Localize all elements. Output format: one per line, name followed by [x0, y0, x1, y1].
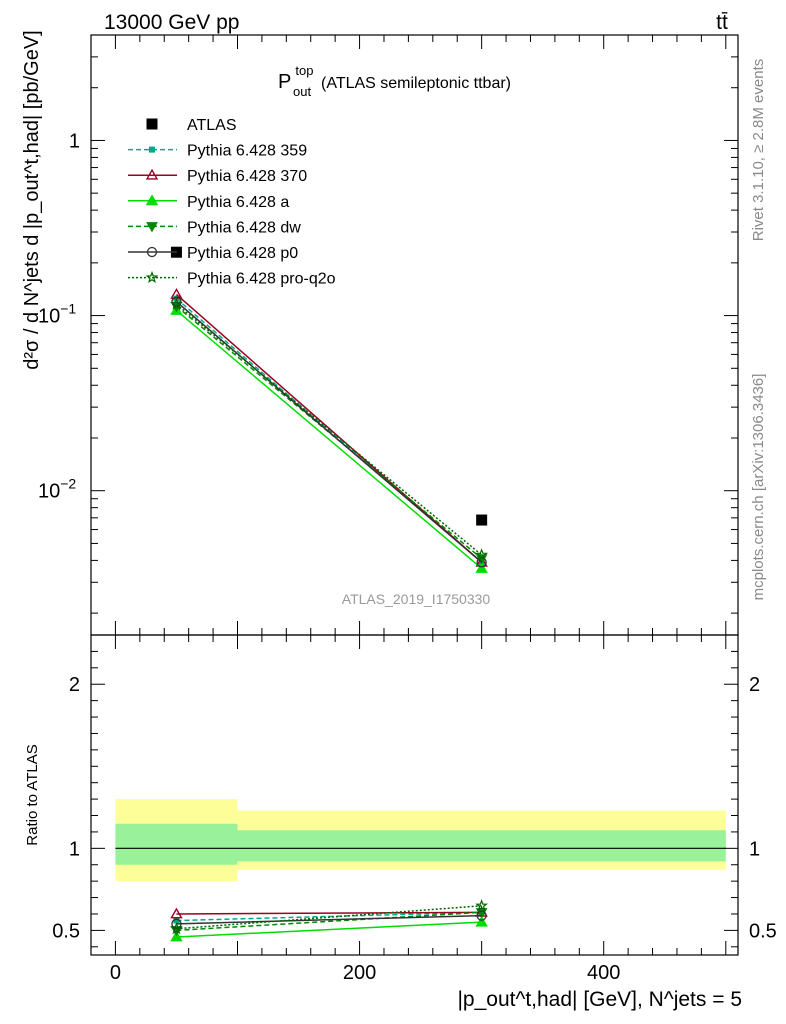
data-point-triangle	[170, 907, 183, 919]
series-atlas	[170, 246, 488, 526]
legend-label: Pythia 6.428 370	[187, 168, 307, 185]
data-point-triangle	[475, 915, 488, 927]
x-tick-label: 200	[343, 962, 376, 984]
data-point-small-square	[149, 146, 155, 153]
ratio-series-line	[176, 905, 482, 930]
legend-label: Pythia 6.428 359	[187, 143, 307, 160]
ratio-y-tick-label-right: 1	[749, 838, 760, 860]
plot-title-rest: (ATLAS semileptonic ttbar)	[321, 75, 511, 92]
data-point-triangle	[475, 562, 488, 573]
series-line	[175, 293, 483, 563]
uncertainty-band-inner	[115, 823, 238, 865]
ratio-y-tick-label-right: 2	[749, 674, 760, 696]
ratio-series-pythia-6-428-pro-q2o	[170, 899, 489, 935]
data-point-square	[146, 118, 158, 130]
data-point-small-square	[173, 917, 180, 924]
y-tick-label-base: 1	[69, 130, 80, 152]
legend-label: ATLAS	[187, 117, 237, 134]
series-line	[175, 301, 483, 563]
ratio-y-axis-label: Ratio to ATLAS	[24, 744, 41, 845]
data-point-circle	[476, 910, 487, 921]
data-point-triangle	[145, 194, 159, 206]
data-point-star	[170, 922, 183, 935]
legend: ATLAS Pythia 6.428 359 Pythia 6.428 370 Pyt…	[128, 117, 336, 288]
legend-label: Pythia 6.428 p0	[187, 245, 298, 262]
ratio-series-line	[176, 921, 482, 938]
ratio-series-line	[176, 914, 482, 925]
process-label: tt̄	[716, 11, 728, 34]
legend-item: ATLAS	[146, 117, 237, 134]
rivet-label: Rivet 3.1.10, ≥ 2.8M events	[750, 59, 767, 242]
y-tick-label-exponent: −1	[60, 301, 76, 317]
main-panel: 110−110−2	[38, 34, 739, 636]
series-line	[175, 305, 483, 560]
x-tick-label: 0	[110, 962, 121, 984]
series-pythia-6-428-370	[170, 288, 488, 567]
y-tick-label: 10−2	[38, 476, 76, 503]
data-point-star	[170, 297, 183, 310]
legend-item: Pythia 6.428 dw	[128, 219, 301, 236]
series-line	[175, 303, 483, 556]
legend-item: Pythia 6.428 pro-q2o	[128, 271, 336, 288]
legend-item: Pythia 6.428 p0	[128, 245, 298, 262]
ratio-y-tick-label-left: 1	[69, 838, 80, 860]
source-label: mcplots.cern.ch [arXiv:1306.3436]	[750, 374, 767, 601]
ratio-panel: 0.5 0.5 1 1 2 2 0 200 400	[52, 634, 777, 984]
ratio-series-line	[176, 911, 482, 915]
y-tick-label: 10−1	[38, 301, 76, 328]
y-tick-label-base: 10	[38, 481, 60, 503]
series-pythia-6-428-p0	[171, 296, 487, 568]
legend-item: Pythia 6.428 a	[128, 194, 289, 211]
ratio-plot-frame	[90, 634, 739, 956]
legend-item: Pythia 6.428 359	[128, 143, 307, 160]
series-pythia-6-428-a	[170, 304, 488, 573]
main-y-axis-label: d²σ / d N^jets d |p_out^t,had| [pb/GeV]	[21, 30, 43, 369]
data-point-square	[476, 514, 488, 526]
y-tick-label: 1	[69, 130, 80, 152]
analysis-id: ATLAS_2019_I1750330	[342, 591, 491, 607]
data-point-triangle-down	[146, 222, 158, 233]
legend-item: Pythia 6.428 370	[128, 168, 307, 185]
series-pythia-6-428-pro-q2o	[170, 297, 489, 561]
data-point-triangle	[145, 168, 159, 180]
legend-label: Pythia 6.428 dw	[187, 219, 301, 236]
data-point-star	[475, 548, 489, 561]
plot-title: P top out (ATLAS semileptonic ttbar)	[278, 59, 511, 100]
data-point-star	[475, 899, 489, 912]
data-point-circle	[476, 557, 487, 568]
ratio-series-line	[176, 911, 482, 932]
data-point-star	[145, 270, 159, 283]
ratio-series-pythia-6-428-a	[170, 915, 488, 942]
ratio-y-tick-label-left: 2	[69, 674, 80, 696]
x-axis-label: |p_out^t,had| [GeV], N^jets = 5	[457, 988, 742, 1011]
plot-title-base: P	[278, 71, 291, 93]
y-tick-label-base: 10	[38, 306, 60, 328]
legend-label: Pythia 6.428 a	[187, 194, 289, 211]
plot-title-sup: top	[295, 63, 313, 78]
x-tick-label: 400	[587, 962, 620, 984]
y-tick-label-exponent: −2	[60, 476, 76, 492]
ratio-series-line	[176, 911, 482, 922]
ratio-y-tick-label-left: 0.5	[52, 920, 80, 942]
beam-label: 13000 GeV pp	[104, 11, 239, 34]
series-line	[175, 309, 483, 569]
uncertainty-band-inner	[237, 830, 726, 862]
legend-label: Pythia 6.428 pro-q2o	[187, 271, 336, 288]
data-point-circle	[146, 246, 158, 258]
ratio-y-tick-label-right: 0.5	[749, 920, 777, 942]
plot-title-sub: out	[293, 84, 311, 99]
